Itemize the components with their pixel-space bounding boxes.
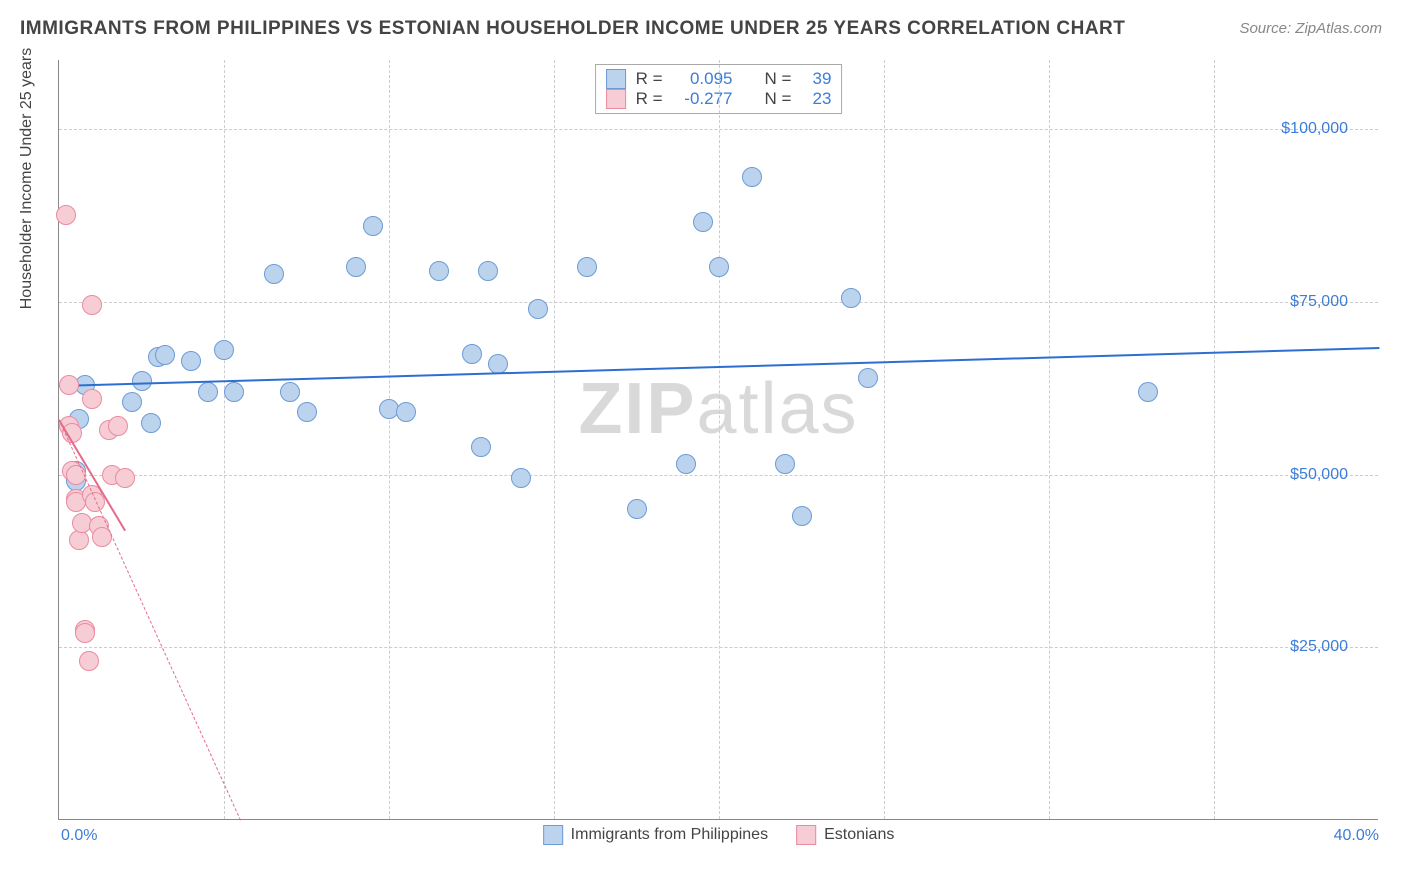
scatter-point xyxy=(280,382,300,402)
scatter-point xyxy=(115,468,135,488)
scatter-point xyxy=(69,530,89,550)
scatter-point xyxy=(511,468,531,488)
plot-area: ZIPatlas R =0.095N =39R =-0.277N =23 Imm… xyxy=(58,60,1378,820)
legend-bottom: Immigrants from Philippines Estonians xyxy=(543,825,895,845)
scatter-point xyxy=(181,351,201,371)
scatter-point xyxy=(693,212,713,232)
gridline-v xyxy=(884,60,885,819)
gridline-v xyxy=(1214,60,1215,819)
gridline-v xyxy=(1049,60,1050,819)
legend-n-label: N = xyxy=(765,69,792,89)
legend-n-value: 39 xyxy=(801,69,831,89)
gridline-v xyxy=(224,60,225,819)
scatter-point xyxy=(346,257,366,277)
legend-swatch xyxy=(543,825,563,845)
legend-series-name: Immigrants from Philippines xyxy=(571,826,768,844)
scatter-point xyxy=(108,416,128,436)
legend-n-label: N = xyxy=(765,89,792,109)
legend-series-name: Estonians xyxy=(824,826,894,844)
legend-item: Estonians xyxy=(796,825,894,845)
scatter-point xyxy=(82,389,102,409)
scatter-point xyxy=(841,288,861,308)
scatter-point xyxy=(792,506,812,526)
scatter-point xyxy=(627,499,647,519)
scatter-point xyxy=(676,454,696,474)
scatter-point xyxy=(577,257,597,277)
y-axis-label: Householder Income Under 25 years xyxy=(18,48,36,309)
x-tick-label: 0.0% xyxy=(61,827,97,845)
scatter-point xyxy=(462,344,482,364)
legend-swatch xyxy=(606,89,626,109)
legend-swatch xyxy=(796,825,816,845)
scatter-point xyxy=(471,437,491,457)
scatter-point xyxy=(478,261,498,281)
gridline-v xyxy=(554,60,555,819)
chart-title: IMMIGRANTS FROM PHILIPPINES VS ESTONIAN … xyxy=(20,18,1125,40)
scatter-point xyxy=(79,651,99,671)
legend-r-value: -0.277 xyxy=(673,89,733,109)
scatter-point xyxy=(1138,382,1158,402)
x-tick-label: 40.0% xyxy=(1334,827,1379,845)
legend-r-label: R = xyxy=(636,69,663,89)
scatter-point xyxy=(75,623,95,643)
scatter-point xyxy=(363,216,383,236)
scatter-point xyxy=(396,402,416,422)
scatter-point xyxy=(155,345,175,365)
y-tick-label: $50,000 xyxy=(1228,466,1348,484)
scatter-point xyxy=(488,354,508,374)
gridline-v xyxy=(719,60,720,819)
scatter-point xyxy=(858,368,878,388)
scatter-point xyxy=(82,295,102,315)
legend-n-value: 23 xyxy=(801,89,831,109)
scatter-point xyxy=(709,257,729,277)
y-tick-label: $25,000 xyxy=(1228,638,1348,656)
scatter-point xyxy=(198,382,218,402)
scatter-point xyxy=(141,413,161,433)
gridline-v xyxy=(389,60,390,819)
scatter-point xyxy=(132,371,152,391)
scatter-point xyxy=(775,454,795,474)
y-tick-label: $100,000 xyxy=(1228,120,1348,138)
legend-swatch xyxy=(606,69,626,89)
scatter-point xyxy=(59,375,79,395)
scatter-point xyxy=(742,167,762,187)
legend-item: Immigrants from Philippines xyxy=(543,825,768,845)
legend-r-label: R = xyxy=(636,89,663,109)
scatter-point xyxy=(224,382,244,402)
source-attribution: Source: ZipAtlas.com xyxy=(1239,20,1382,37)
scatter-point xyxy=(264,264,284,284)
scatter-point xyxy=(214,340,234,360)
scatter-point xyxy=(528,299,548,319)
y-tick-label: $75,000 xyxy=(1228,293,1348,311)
legend-r-value: 0.095 xyxy=(673,69,733,89)
scatter-point xyxy=(297,402,317,422)
scatter-point xyxy=(122,392,142,412)
scatter-point xyxy=(429,261,449,281)
scatter-point xyxy=(56,205,76,225)
